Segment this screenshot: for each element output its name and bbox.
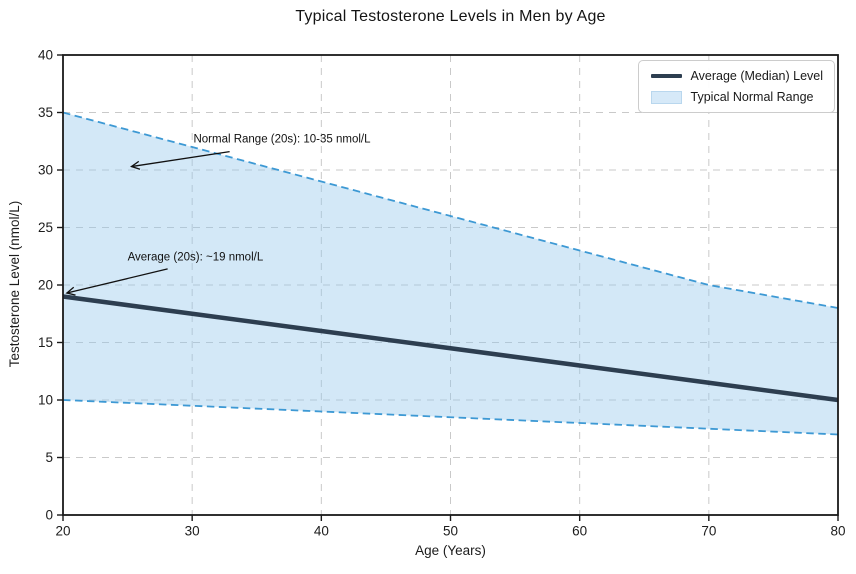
- y-tick-label: 35: [38, 105, 53, 120]
- x-axis-label: Age (Years): [415, 543, 486, 558]
- normal-range-band: [63, 112, 838, 435]
- normal-range-swatch: [650, 90, 682, 104]
- x-tick-label: 80: [830, 524, 845, 539]
- legend-label-median: Average (Median) Level: [690, 69, 823, 83]
- annotation-label-0: Normal Range (20s): 10-35 nmol/L: [193, 134, 371, 146]
- y-tick-label: 25: [38, 220, 53, 235]
- y-tick-label: 40: [38, 48, 53, 63]
- y-tick-label: 10: [38, 393, 53, 408]
- y-tick-label: 5: [45, 450, 53, 465]
- y-axis-label: Testosterone Level (nmol/L): [7, 200, 22, 368]
- y-tick-label: 15: [38, 335, 53, 350]
- lower-bound-line: [62, 399, 839, 436]
- x-tick-label: 20: [55, 524, 70, 539]
- legend-entry-median: Average (Median) Level: [650, 69, 823, 83]
- x-tick-label: 40: [314, 524, 329, 539]
- x-tick-label: 50: [443, 524, 458, 539]
- y-tick-label: 30: [38, 163, 53, 178]
- legend-entry-range: Typical Normal Range: [650, 90, 823, 104]
- legend: Average (Median) Level Typical Normal Ra…: [637, 60, 835, 113]
- legend-label-range: Typical Normal Range: [690, 90, 814, 104]
- chart-title: Typical Testosterone Levels in Men by Ag…: [295, 8, 606, 25]
- x-tick-label: 70: [701, 524, 716, 539]
- y-tick-label: 0: [45, 508, 53, 523]
- annotation-arrow-0: [131, 150, 230, 167]
- x-tick-label: 30: [185, 524, 200, 539]
- x-tick-label: 60: [572, 524, 587, 539]
- annotation-arrow-1: [67, 268, 168, 293]
- median-line: [62, 294, 839, 403]
- annotation-label-1: Average (20s): ~19 nmol/L: [128, 251, 264, 263]
- upper-bound-line: [62, 111, 839, 309]
- median-line-swatch: [650, 73, 682, 79]
- y-tick-label: 20: [38, 278, 53, 293]
